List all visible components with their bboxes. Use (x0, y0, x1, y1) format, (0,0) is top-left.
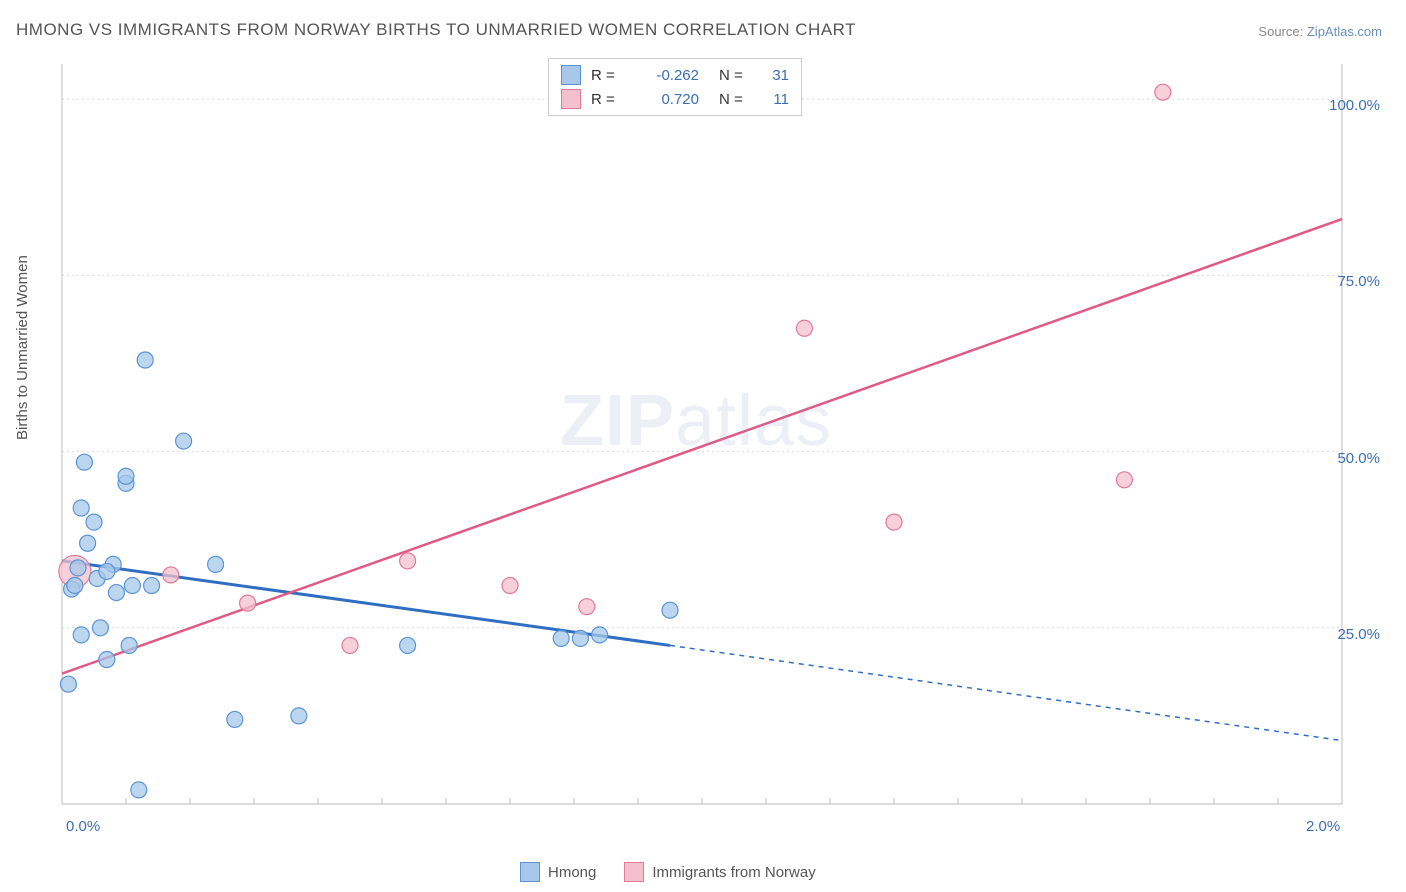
legend-stats: R = -0.262 N = 31 R = 0.720 N = 11 (548, 58, 802, 116)
source-label: Source: (1258, 24, 1303, 39)
x-tick-label: 2.0% (1306, 818, 1340, 835)
legend-swatch-icon (520, 862, 540, 882)
n-value: 11 (759, 91, 789, 108)
legend-item: Immigrants from Norway (624, 862, 815, 882)
y-tick-label: 100.0% (1329, 97, 1380, 114)
source-attribution: Source: ZipAtlas.com (1258, 24, 1382, 39)
legend-label: Immigrants from Norway (652, 864, 815, 881)
legend-stats-row: R = -0.262 N = 31 (549, 63, 801, 87)
legend-item: Hmong (520, 862, 596, 882)
y-tick-label: 50.0% (1337, 450, 1380, 467)
y-tick-label: 75.0% (1337, 273, 1380, 290)
chart-title: HMONG VS IMMIGRANTS FROM NORWAY BIRTHS T… (16, 20, 856, 40)
legend-swatch-icon (561, 89, 581, 109)
r-label: R = (591, 91, 625, 108)
legend-label: Hmong (548, 864, 596, 881)
y-tick-label: 25.0% (1337, 626, 1380, 643)
legend-swatch-icon (624, 862, 644, 882)
n-value: 31 (759, 67, 789, 84)
legend-swatch-icon (561, 65, 581, 85)
y-axis-label: Births to Unmarried Women (14, 255, 31, 440)
r-value: -0.262 (635, 67, 699, 84)
r-label: R = (591, 67, 625, 84)
source-value: ZipAtlas.com (1307, 24, 1382, 39)
legend-stats-row: R = 0.720 N = 11 (549, 87, 801, 111)
n-label: N = (719, 67, 749, 84)
legend-series: Hmong Immigrants from Norway (520, 862, 816, 882)
r-value: 0.720 (635, 91, 699, 108)
n-label: N = (719, 91, 749, 108)
chart-area: 25.0% 50.0% 75.0% 100.0% 0.0% 2.0% (48, 54, 1388, 864)
scatter-chart-svg (48, 54, 1402, 864)
x-tick-label: 0.0% (66, 818, 100, 835)
